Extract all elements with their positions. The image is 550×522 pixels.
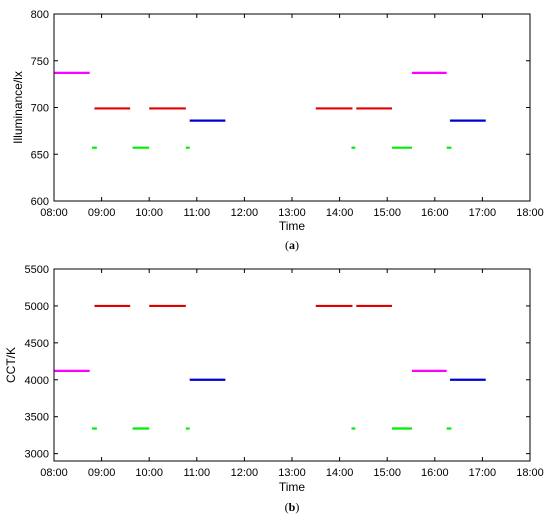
chart-a-x-tick-label: 15:00 [373,207,401,219]
chart-b-x-tick-label: 12:00 [231,467,259,479]
chart-b-y-tick-label: 4500 [25,338,49,350]
chart-b-x-tick-label: 13:00 [278,467,306,479]
chart-b-ticks: 08:00 09:00 10:00 11:00 12:00 13:00 14:00 15:00… [25,264,544,479]
chart-b-caption: (b) [285,500,300,514]
chart-a-x-tick-label: 13:00 [278,207,306,219]
chart-a-y-tick-label: 800 [31,9,49,21]
chart-a-x-axis-label: Time [279,219,306,233]
chart-b-y-tick-label: 5500 [25,264,49,276]
chart-a-x-tick-label: 17:00 [469,207,497,219]
chart-b-x-tick-label: 15:00 [373,467,401,479]
chart-a-x-tick-label: 12:00 [231,207,259,219]
chart-b-x-tick-label: 18:00 [516,467,544,479]
chart-a-y-tick-label: 750 [31,56,49,68]
chart-panel-b: 08:00 09:00 10:00 11:00 12:00 13:00 14:00 15:00… [4,264,544,514]
chart-a-x-tick-label: 18:00 [516,207,544,219]
chart-a-marks [54,71,486,149]
chart-b-x-tick-label: 08:00 [40,467,68,479]
chart-b-x-tick-label: 16:00 [421,467,449,479]
chart-a-caption-letter: a [289,238,295,252]
chart-a-y-axis-label: Illuminance/lx [11,71,25,144]
chart-b-y-tick-label: 3500 [25,412,49,424]
chart-b-y-tick-label: 4000 [25,375,49,387]
chart-a-x-tick-label: 09:00 [88,207,116,219]
chart-a-ticks: 08:00 09:00 10:00 11:00 12:00 13:00 14:00 15:00… [31,9,544,219]
chart-b-y-tick-label: 5000 [25,301,49,313]
chart-a-x-tick-label: 14:00 [326,207,354,219]
chart-a-caption: (a) [285,238,299,252]
chart-b-y-tick-label: 3000 [25,449,49,461]
chart-a-x-tick-label: 10:00 [135,207,163,219]
chart-b-x-axis-label: Time [279,480,306,494]
chart-b-x-tick-label: 17:00 [469,467,497,479]
chart-a-x-tick-label: 08:00 [40,207,68,219]
chart-b-x-tick-label: 09:00 [88,467,116,479]
chart-b-plot-frame [53,268,531,462]
chart-a-x-tick-label: 16:00 [421,207,449,219]
chart-panel-a: 08:00 09:00 10:00 11:00 12:00 13:00 14:00 15:00… [11,9,544,252]
chart-b-x-tick-label: 14:00 [326,467,354,479]
chart-a-y-tick-label: 650 [31,149,49,161]
chart-a-y-tick-label: 700 [31,103,49,115]
chart-b-caption-letter: b [289,500,296,514]
chart-a-y-tick-label: 600 [31,196,49,208]
chart-b-x-tick-label: 11:00 [183,467,210,479]
chart-b-y-axis-label: CCT/K [4,347,18,383]
chart-a-x-tick-label: 11:00 [183,207,210,219]
chart-b-marks [54,304,486,430]
chart-b-x-tick-label: 10:00 [135,467,163,479]
